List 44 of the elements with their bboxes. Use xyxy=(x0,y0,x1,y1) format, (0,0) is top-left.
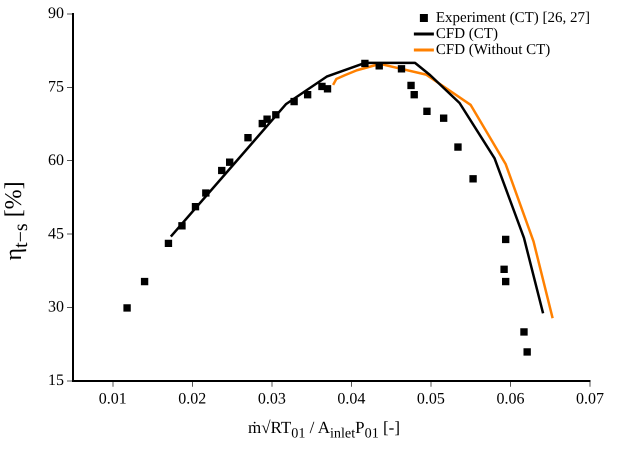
y-tick-label: 90 xyxy=(48,5,64,22)
point xyxy=(361,60,369,68)
legend-label: CFD (CT) xyxy=(436,26,498,42)
point xyxy=(523,348,531,356)
point xyxy=(202,189,210,197)
point xyxy=(123,304,131,312)
point xyxy=(410,91,418,98)
x-tick-label: 0.07 xyxy=(576,390,604,408)
y-tick-label: 30 xyxy=(48,298,64,316)
point xyxy=(440,114,448,122)
point xyxy=(164,240,172,248)
point xyxy=(520,328,528,336)
point xyxy=(454,143,462,151)
x-tick-label: 0.06 xyxy=(496,390,524,408)
y-tick-label: 45 xyxy=(48,225,64,242)
point xyxy=(226,158,234,166)
point xyxy=(178,222,186,230)
x-tick-label: 0.03 xyxy=(258,390,286,408)
point xyxy=(218,166,226,174)
point xyxy=(304,91,312,98)
x-axis-title: ṁ√RT$_{01}$ / A$_{inlet}$P$_{01}$ [-] xyxy=(246,418,401,442)
point xyxy=(263,115,271,123)
y-tick-label: 15 xyxy=(48,372,64,390)
point xyxy=(290,98,298,106)
point xyxy=(469,175,477,182)
point xyxy=(502,236,510,244)
point xyxy=(398,65,406,72)
x-tick-label: 0.04 xyxy=(337,390,366,408)
point xyxy=(140,278,148,286)
x-tick-label: 0.02 xyxy=(178,390,206,408)
legend-label: CFD (Without CT) xyxy=(436,42,550,58)
point xyxy=(423,108,431,116)
y-tick-label: 75 xyxy=(48,78,64,96)
point xyxy=(192,203,200,210)
x-tick-label: 0.01 xyxy=(98,390,127,408)
point xyxy=(500,266,508,273)
y-tick-label: 60 xyxy=(48,152,64,169)
point xyxy=(324,85,332,93)
point xyxy=(244,134,252,142)
point xyxy=(407,82,415,90)
point xyxy=(502,278,510,286)
legend-label: Experiment (CT) [26, 27] xyxy=(436,10,590,26)
point xyxy=(272,111,280,118)
x-tick-label: 0.05 xyxy=(416,390,445,408)
